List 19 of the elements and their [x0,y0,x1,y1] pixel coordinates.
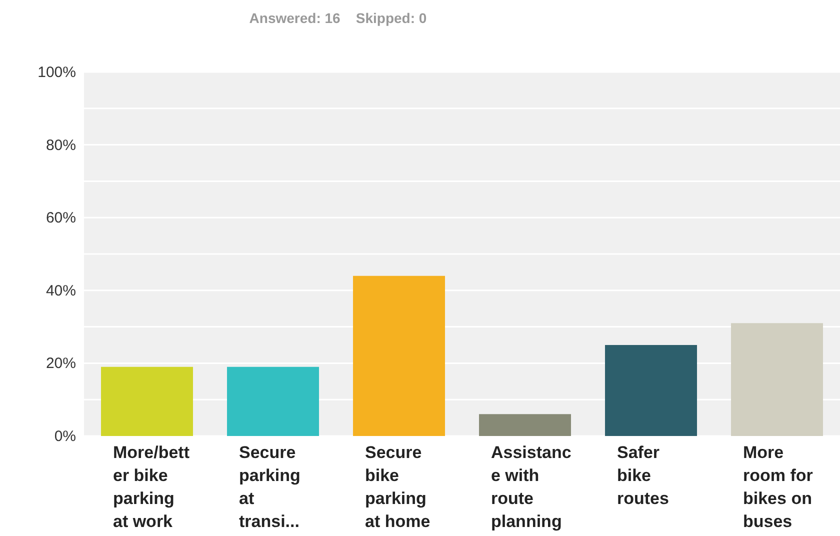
y-tick-label: 0% [54,428,76,445]
x-tick-label: Safer bike routes [617,443,669,508]
bar [353,276,445,436]
y-tick-label: 60% [46,210,76,227]
x-tick-label: Assistance with route planning [491,443,572,531]
bar [101,366,193,436]
y-tick-label: 40% [46,282,76,300]
y-tick-label: 20% [46,355,76,372]
bar [605,345,697,436]
y-tick-label: 100% [38,64,76,81]
x-tick-label: More/better bike parking at work [113,443,190,531]
bar [731,323,823,436]
y-tick-label: 80% [46,136,76,154]
x-tick-label: Secure bike parking at home [365,443,430,531]
bar [479,414,571,436]
x-tick-label: Secure parking at transi... [239,443,300,531]
chart-title: Answered: 16 Skipped: 0 [248,10,428,26]
x-tick-label: More room for bikes on buses [743,443,814,531]
bar [227,366,319,436]
